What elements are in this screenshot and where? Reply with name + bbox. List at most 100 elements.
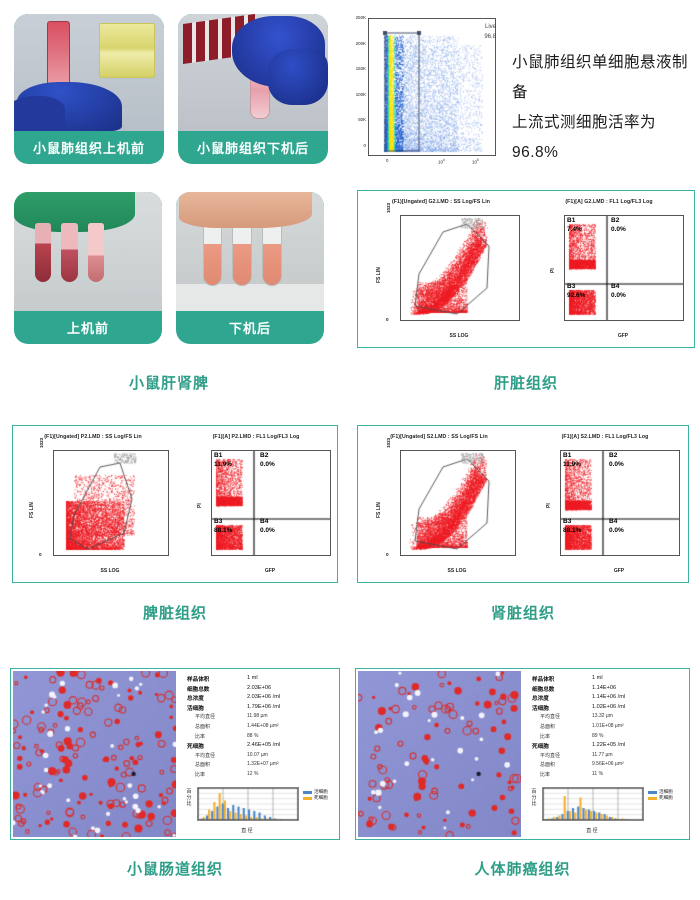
cell-count-table-mouse-intestine: 样品体积 1 ml 细胞总数 2.03E+06 总浓度 2.03E+06 /ml 活细胞 1.…	[181, 671, 337, 837]
plot-title-right: (F1)[A] S2.LMD : FL1 Log/FL3 Log	[561, 434, 649, 440]
photo-after-run: 下机后	[176, 192, 324, 344]
sample-panel-mouse-intestine: 样品体积 1 ml 细胞总数 2.03E+06 总浓度 2.03E+06 /ml 活细胞 1.…	[10, 668, 340, 840]
legend-live: 活细胞	[659, 789, 673, 794]
table-row: 总浓度 1.14E+06 /ml	[532, 694, 683, 703]
table-row: 比率 88 %	[187, 733, 333, 742]
table-row-value: 2.03E+06	[247, 684, 272, 691]
table-row: 总面积 1.32E+07 µm²	[187, 761, 333, 770]
plot-title-left: (F1)[Ungated] G2.LMD : SS Log/FS Lin	[391, 199, 491, 205]
scatter-plot-area	[368, 18, 496, 156]
y-tick: 150K	[355, 66, 366, 72]
histogram-mouse-intestine	[197, 787, 299, 821]
table-row: 平均直径 10.07 µm	[187, 752, 333, 761]
y-axis-max: 1023	[386, 437, 391, 448]
table-row-value: 1.44E+08 µm²	[247, 723, 279, 729]
table-row-value: 1.02E+06 /ml	[592, 703, 626, 710]
x-axis-label-left: SS LOG	[449, 333, 469, 339]
table-row-value: 89 %	[592, 732, 604, 739]
table-row-key: 比率	[540, 772, 551, 778]
y-tick: 200K	[355, 40, 366, 46]
photo-label: 小鼠肺组织下机后	[196, 141, 309, 156]
table-row: 样品体积 1 ml	[532, 675, 683, 684]
table-row: 样品体积 1 ml	[187, 675, 333, 684]
table-row-value: 11 %	[592, 771, 604, 777]
flow-panel-kidney: (F1)[Ungated] S2.LMD : SS Log/FS Lin (F1…	[357, 425, 689, 583]
table-row-key: 平均直径	[195, 752, 216, 759]
table-row-key: 总面积	[540, 762, 556, 769]
quadrant-b4-value: 0.0%	[609, 527, 624, 534]
histogram-x-label: 直 径	[241, 828, 253, 834]
quadrant-plot-pi-gfp	[211, 450, 331, 556]
table-row-value: 1.14E+06 /ml	[592, 694, 626, 701]
table-row-key: 活细胞	[187, 705, 204, 712]
quadrant-b1-value: 11.9%	[214, 461, 233, 468]
x-axis-label-left: SS LOG	[447, 568, 467, 574]
quadrant-b1-name: B1	[567, 217, 576, 224]
quadrant-b2-name: B2	[611, 217, 620, 224]
y-axis-label-left: FS LIN	[376, 267, 382, 283]
quadrant-b2-name: B2	[260, 452, 269, 459]
caption-spleen-tissue: 脾脏组织	[142, 605, 207, 622]
table-row-key: 比率	[195, 733, 206, 740]
table-row: 总面积 1.44E+08 µm²	[187, 723, 333, 732]
photo-image	[14, 192, 162, 311]
histogram-y-label: 百分比	[531, 789, 537, 807]
y-axis-label-left: FS LIN	[376, 502, 382, 518]
table-row-key: 比率	[195, 772, 206, 778]
note-line-1: 小鼠肺组织单细胞悬液制备	[512, 54, 689, 101]
plot-title-right: (F1)[A] G2.LMD : FL1 Log/FL3 Log	[565, 199, 653, 205]
y-tick: 50K	[358, 117, 366, 123]
photo-mouse-lung-before: 小鼠肺组织上机前	[14, 14, 164, 164]
table-row-value: 1.14E+06	[592, 684, 617, 691]
table-row: 平均直径 11.77 µm	[532, 752, 683, 761]
table-row-key: 比率	[540, 733, 551, 740]
y-axis-label-left: FS LIN	[29, 502, 35, 518]
y-axis-min: 0	[39, 552, 42, 557]
quadrant-b3-name: B3	[567, 283, 576, 290]
table-row-key: 总面积	[540, 724, 556, 730]
quadrant-b4-value: 0.0%	[611, 292, 626, 299]
y-axis-label-right: PI	[197, 503, 203, 508]
table-row-value: 12 %	[247, 771, 259, 777]
table-row-value: 1.22E+05 /ml	[592, 742, 626, 749]
table-row: 总面积 1.01E+08 µm²	[532, 723, 683, 732]
table-row-value: 1.32E+07 µm²	[247, 761, 279, 768]
table-row: 总浓度 2.03E+06 /ml	[187, 694, 333, 703]
x-axis-label-right: GFP	[613, 568, 625, 574]
legend-dead: 死细胞	[659, 795, 673, 800]
table-row: 平均直径 11.98 µm	[187, 713, 333, 722]
x-tick: 0	[386, 158, 389, 163]
histogram-x-label: 直 径	[586, 828, 598, 834]
caption-mouse-intestine-tissue: 小鼠肠道组织	[126, 861, 223, 878]
table-row-key: 样品体积	[532, 677, 555, 683]
quadrant-b1-value: 11.9%	[563, 461, 582, 468]
x-axis-label-left: SS LOG	[100, 568, 120, 574]
histogram-legend: 活细胞 死细胞	[303, 789, 328, 801]
caption-liver-tissue: 肝脏组织	[493, 375, 558, 392]
table-row: 细胞总数 1.14E+06	[532, 685, 683, 694]
photo-label: 上机前	[66, 320, 109, 336]
lung-note: 小鼠肺组织单细胞悬液制备 上流式测细胞活率为96.8%	[512, 48, 696, 168]
quadrant-b1-name: B1	[214, 452, 223, 459]
table-row-key: 平均直径	[540, 714, 561, 721]
plot-title-right: (F1)[A] P2.LMD : FL1 Log/FL3 Log	[212, 434, 300, 440]
caption-mouse-liver-kidney-spleen: 小鼠肝肾脾	[128, 375, 209, 392]
table-row: 死细胞 1.22E+05 /ml	[532, 742, 683, 751]
table-row-value: 2.03E+06 /ml	[247, 694, 281, 701]
quadrant-plot-pi-gfp	[564, 215, 684, 321]
x-tick: 104	[438, 158, 445, 165]
table-row: 比率 12 %	[187, 771, 333, 780]
quadrant-b4-name: B4	[609, 518, 618, 525]
x-axis-label-right: GFP	[264, 568, 276, 574]
gate-label: Live	[484, 24, 496, 30]
quadrant-b3-value: 88.1%	[563, 527, 582, 534]
table-row-key: 细胞总数	[532, 686, 555, 693]
table-row-value: 88 %	[247, 732, 259, 739]
quadrant-b4-value: 0.0%	[260, 527, 275, 534]
x-tick: 105	[472, 158, 479, 165]
quadrant-b3-name: B3	[563, 518, 572, 525]
table-row: 活细胞 1.79E+06 /ml	[187, 704, 333, 713]
y-tick: 100K	[355, 91, 366, 97]
flow-panel-liver: (F1)[Ungated] G2.LMD : SS Log/FS Lin (F1…	[357, 190, 695, 348]
y-axis-min: 0	[386, 552, 389, 557]
